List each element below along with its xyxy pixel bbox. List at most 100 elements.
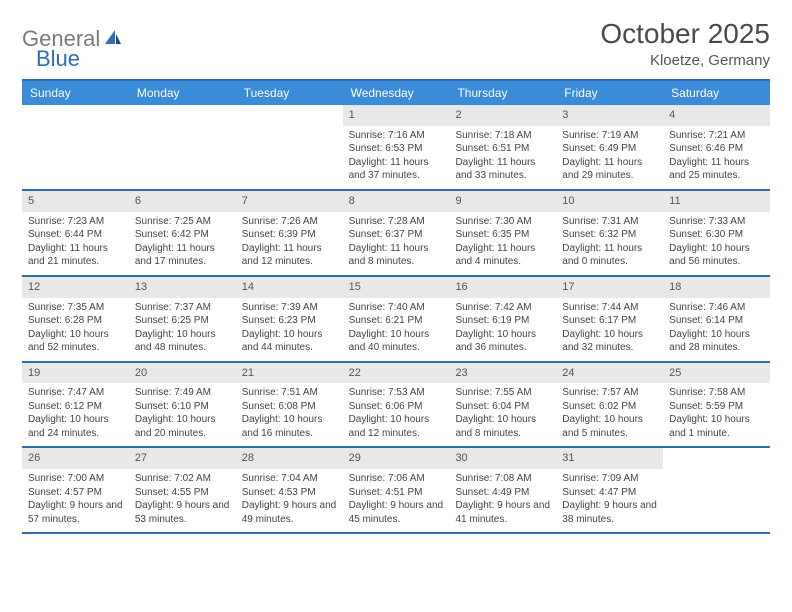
day-number: 18 bbox=[663, 277, 770, 298]
day-info: Sunrise: 7:49 AMSunset: 6:10 PMDaylight:… bbox=[135, 386, 230, 440]
day-cell: 6 Sunrise: 7:25 AMSunset: 6:42 PMDaylight… bbox=[129, 191, 236, 275]
day-cell: 29 Sunrise: 7:06 AMSunset: 4:51 PMDayligh… bbox=[343, 448, 450, 532]
week-row: 12Sunrise: 7:35 AMSunset: 6:28 PMDayligh… bbox=[22, 277, 770, 363]
day-header-thursday: Thursday bbox=[449, 81, 556, 105]
day-cell: 2 Sunrise: 7:18 AMSunset: 6:51 PMDaylight… bbox=[449, 105, 556, 189]
day-cell: 3Sunrise: 7:19 AMSunset: 6:49 PMDaylight… bbox=[556, 105, 663, 189]
day-cell: 21Sunrise: 7:51 AMSunset: 6:08 PMDayligh… bbox=[236, 363, 343, 447]
day-number: 19 bbox=[22, 363, 129, 384]
day-number: 15 bbox=[343, 277, 450, 298]
day-info: Sunrise: 7:23 AMSunset: 6:44 PMDaylight:… bbox=[28, 215, 123, 269]
day-number: 7 bbox=[236, 191, 343, 212]
week-row: 19Sunrise: 7:47 AMSunset: 6:12 PMDayligh… bbox=[22, 363, 770, 449]
day-cell: 7 Sunrise: 7:26 AMSunset: 6:39 PMDaylight… bbox=[236, 191, 343, 275]
day-info: Sunrise: 7:44 AMSunset: 6:17 PMDaylight:… bbox=[562, 301, 657, 355]
day-cell: 19Sunrise: 7:47 AMSunset: 6:12 PMDayligh… bbox=[22, 363, 129, 447]
day-cell: 23Sunrise: 7:55 AMSunset: 6:04 PMDayligh… bbox=[449, 363, 556, 447]
logo-text-blue: Blue bbox=[36, 46, 80, 71]
day-header-tuesday: Tuesday bbox=[236, 81, 343, 105]
day-number: 22 bbox=[343, 363, 450, 384]
week-row: 1 Sunrise: 7:16 AMSunset: 6:53 PMDaylight… bbox=[22, 105, 770, 191]
day-info: Sunrise: 7:00 AMSunset: 4:57 PMDaylight:… bbox=[28, 472, 123, 526]
day-cell: 11Sunrise: 7:33 AMSunset: 6:30 PMDayligh… bbox=[663, 191, 770, 275]
day-info: Sunrise: 7:37 AMSunset: 6:25 PMDaylight:… bbox=[135, 301, 230, 355]
day-number: 5 bbox=[22, 191, 129, 212]
day-cell bbox=[236, 105, 343, 189]
day-cell: 24Sunrise: 7:57 AMSunset: 6:02 PMDayligh… bbox=[556, 363, 663, 447]
day-number: 28 bbox=[236, 448, 343, 469]
day-info: Sunrise: 7:16 AMSunset: 6:53 PMDaylight:… bbox=[349, 129, 444, 183]
day-info: Sunrise: 7:53 AMSunset: 6:06 PMDaylight:… bbox=[349, 386, 444, 440]
day-number: 1 bbox=[343, 105, 450, 126]
day-number: 21 bbox=[236, 363, 343, 384]
week-row: 26 Sunrise: 7:00 AMSunset: 4:57 PMDayligh… bbox=[22, 448, 770, 534]
day-number: 3 bbox=[556, 105, 663, 126]
day-info: Sunrise: 7:09 AMSunset: 4:47 PMDaylight:… bbox=[562, 472, 657, 526]
weeks-container: 1 Sunrise: 7:16 AMSunset: 6:53 PMDaylight… bbox=[22, 105, 770, 534]
day-info: Sunrise: 7:25 AMSunset: 6:42 PMDaylight:… bbox=[135, 215, 230, 269]
day-number: 10 bbox=[556, 191, 663, 212]
day-cell: 12Sunrise: 7:35 AMSunset: 6:28 PMDayligh… bbox=[22, 277, 129, 361]
day-header-friday: Friday bbox=[556, 81, 663, 105]
day-number: 6 bbox=[129, 191, 236, 212]
day-info: Sunrise: 7:18 AMSunset: 6:51 PMDaylight:… bbox=[455, 129, 550, 183]
day-header-wednesday: Wednesday bbox=[343, 81, 450, 105]
day-number: 26 bbox=[22, 448, 129, 469]
day-cell: 25Sunrise: 7:58 AMSunset: 5:59 PMDayligh… bbox=[663, 363, 770, 447]
day-info: Sunrise: 7:08 AMSunset: 4:49 PMDaylight:… bbox=[455, 472, 550, 526]
day-number: 12 bbox=[22, 277, 129, 298]
day-info: Sunrise: 7:04 AMSunset: 4:53 PMDaylight:… bbox=[242, 472, 337, 526]
day-info: Sunrise: 7:21 AMSunset: 6:46 PMDaylight:… bbox=[669, 129, 764, 183]
day-number: 13 bbox=[129, 277, 236, 298]
day-cell: 1 Sunrise: 7:16 AMSunset: 6:53 PMDaylight… bbox=[343, 105, 450, 189]
day-header-monday: Monday bbox=[129, 81, 236, 105]
day-cell: 14Sunrise: 7:39 AMSunset: 6:23 PMDayligh… bbox=[236, 277, 343, 361]
week-row: 5 Sunrise: 7:23 AMSunset: 6:44 PMDaylight… bbox=[22, 191, 770, 277]
title-block: October 2025 Kloetze, Germany bbox=[600, 18, 770, 69]
header: General October 2025 Kloetze, Germany bbox=[22, 18, 770, 69]
day-info: Sunrise: 7:06 AMSunset: 4:51 PMDaylight:… bbox=[349, 472, 444, 526]
day-info: Sunrise: 7:58 AMSunset: 5:59 PMDaylight:… bbox=[669, 386, 764, 440]
day-number: 23 bbox=[449, 363, 556, 384]
day-number: 17 bbox=[556, 277, 663, 298]
day-number: 4 bbox=[663, 105, 770, 126]
logo-sail-icon bbox=[103, 28, 123, 51]
day-cell bbox=[129, 105, 236, 189]
day-cell: 28 Sunrise: 7:04 AMSunset: 4:53 PMDayligh… bbox=[236, 448, 343, 532]
day-cell bbox=[663, 448, 770, 532]
day-cell: 31 Sunrise: 7:09 AMSunset: 4:47 PMDayligh… bbox=[556, 448, 663, 532]
day-number: 27 bbox=[129, 448, 236, 469]
day-header-sunday: Sunday bbox=[22, 81, 129, 105]
day-number: 29 bbox=[343, 448, 450, 469]
day-info: Sunrise: 7:51 AMSunset: 6:08 PMDaylight:… bbox=[242, 386, 337, 440]
day-number: 25 bbox=[663, 363, 770, 384]
day-header-saturday: Saturday bbox=[663, 81, 770, 105]
day-cell: 18Sunrise: 7:46 AMSunset: 6:14 PMDayligh… bbox=[663, 277, 770, 361]
day-info: Sunrise: 7:57 AMSunset: 6:02 PMDaylight:… bbox=[562, 386, 657, 440]
day-number: 20 bbox=[129, 363, 236, 384]
day-cell: 10 Sunrise: 7:31 AMSunset: 6:32 PMDayligh… bbox=[556, 191, 663, 275]
day-number: 16 bbox=[449, 277, 556, 298]
day-info: Sunrise: 7:47 AMSunset: 6:12 PMDaylight:… bbox=[28, 386, 123, 440]
day-cell: 20Sunrise: 7:49 AMSunset: 6:10 PMDayligh… bbox=[129, 363, 236, 447]
day-info: Sunrise: 7:30 AMSunset: 6:35 PMDaylight:… bbox=[455, 215, 550, 269]
month-title: October 2025 bbox=[600, 18, 770, 50]
day-info: Sunrise: 7:31 AMSunset: 6:32 PMDaylight:… bbox=[562, 215, 657, 269]
location: Kloetze, Germany bbox=[600, 52, 770, 69]
day-info: Sunrise: 7:40 AMSunset: 6:21 PMDaylight:… bbox=[349, 301, 444, 355]
day-cell: 5 Sunrise: 7:23 AMSunset: 6:44 PMDaylight… bbox=[22, 191, 129, 275]
day-cell: 27Sunrise: 7:02 AMSunset: 4:55 PMDayligh… bbox=[129, 448, 236, 532]
day-info: Sunrise: 7:42 AMSunset: 6:19 PMDaylight:… bbox=[455, 301, 550, 355]
day-number: 24 bbox=[556, 363, 663, 384]
day-cell: 17 Sunrise: 7:44 AMSunset: 6:17 PMDayligh… bbox=[556, 277, 663, 361]
day-cell: 15 Sunrise: 7:40 AMSunset: 6:21 PMDayligh… bbox=[343, 277, 450, 361]
day-cell: 9Sunrise: 7:30 AMSunset: 6:35 PMDaylight… bbox=[449, 191, 556, 275]
day-info: Sunrise: 7:26 AMSunset: 6:39 PMDaylight:… bbox=[242, 215, 337, 269]
day-cell: 26 Sunrise: 7:00 AMSunset: 4:57 PMDayligh… bbox=[22, 448, 129, 532]
day-number: 2 bbox=[449, 105, 556, 126]
day-cell: 30 Sunrise: 7:08 AMSunset: 4:49 PMDayligh… bbox=[449, 448, 556, 532]
day-cell: 8Sunrise: 7:28 AMSunset: 6:37 PMDaylight… bbox=[343, 191, 450, 275]
day-number: 31 bbox=[556, 448, 663, 469]
day-info: Sunrise: 7:28 AMSunset: 6:37 PMDaylight:… bbox=[349, 215, 444, 269]
day-number: 30 bbox=[449, 448, 556, 469]
